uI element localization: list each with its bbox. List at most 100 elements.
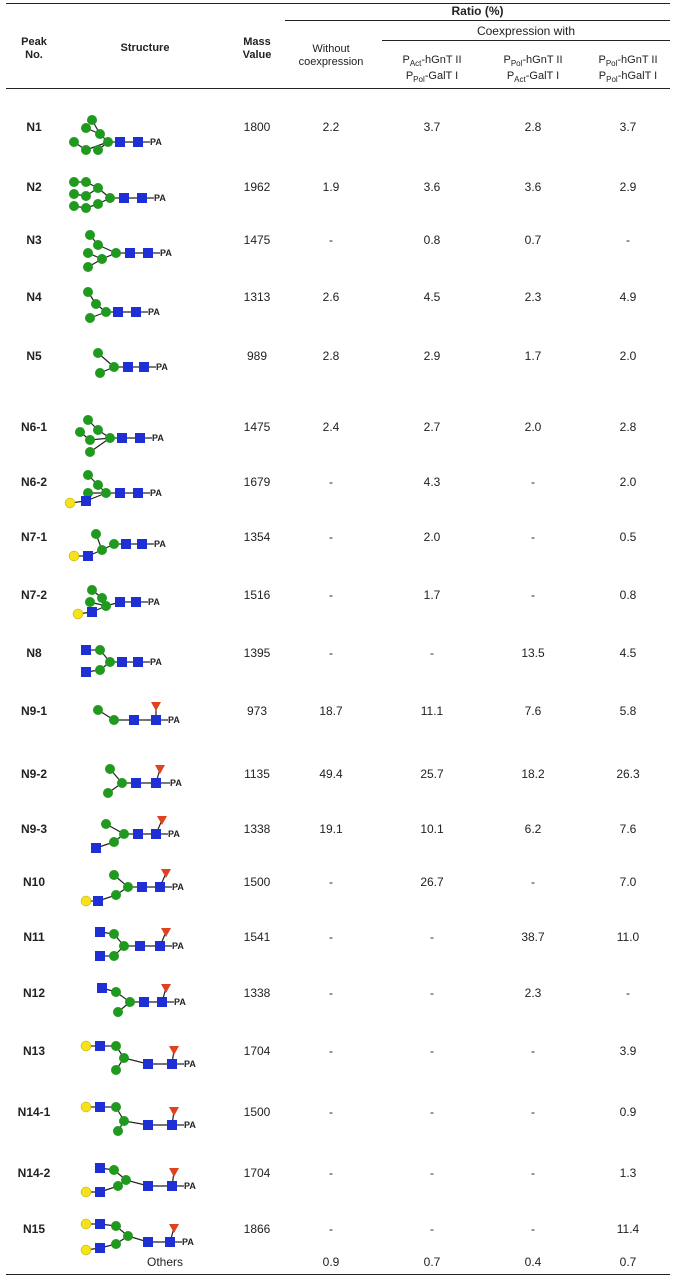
ratio-value-2: 2.7 [423,420,441,434]
ratio-value-2: 10.1 [420,822,444,836]
ratio-value-3: - [531,875,535,889]
mass-value: 1500 [243,875,271,889]
ratio-value-4: 2.0 [619,475,637,489]
glycan-structure: PA [93,702,180,725]
mannose-icon [125,997,135,1007]
ratio-value-2: - [430,1222,434,1236]
glycan-structure: PA [91,816,180,853]
fucose-icon [151,702,161,711]
header-mass: Mass Value [230,36,284,62]
mannose-icon [105,193,115,203]
mannose-icon [97,254,107,264]
ratio-value-3: 3.6 [524,180,542,194]
pa-label: PA [152,433,164,443]
ratio-value-3: 2.3 [524,986,542,1000]
header-peak-line2: No. [25,49,43,61]
pa-label: PA [150,137,162,147]
glycan-structure: PA [75,415,164,457]
ratio-value-2: 3.7 [423,120,441,134]
mannose-icon [93,240,103,250]
ratio-value-4: 4.9 [619,290,637,304]
ratio-value-1: - [329,986,333,1000]
peak-number: N12 [22,986,45,1000]
table-row: N7-1 1354 - 2.0 - 0.5 PA [0,529,675,590]
glcnac-icon [133,657,143,667]
glcnac-icon [95,951,105,961]
others-value-3: 0.4 [524,1255,542,1269]
mannose-icon [111,1102,121,1112]
glcnac-icon [151,715,161,725]
ratio-value-4: 0.9 [619,1105,637,1119]
col4-p2: P [598,70,607,83]
pa-label: PA [148,597,160,607]
mannose-icon [81,123,91,133]
mannose-icon [83,262,93,272]
others-label: Others [146,1255,183,1269]
pa-label: PA [156,362,168,372]
fucose-icon [169,1224,179,1233]
glcnac-icon [87,607,97,617]
mannose-icon [83,488,93,498]
mannose-icon [95,665,105,675]
ratio-value-1: - [329,1105,333,1119]
glcnac-icon [139,997,149,1007]
ratio-value-1: 2.4 [322,420,340,434]
fucose-icon [169,1046,179,1055]
ratio-value-2: - [430,646,434,660]
ratio-value-2: 25.7 [420,767,444,781]
peak-number: N9-1 [20,704,47,718]
galactose-icon [72,608,84,620]
glcnac-icon [113,307,123,317]
mass-value: 1516 [243,588,271,602]
pa-label: PA [172,882,184,892]
glcnac-icon [151,778,161,788]
mannose-icon [93,199,103,209]
glcnac-icon [123,362,133,372]
mannose-icon [83,287,93,297]
mannose-icon [111,1065,121,1075]
ratio-value-4: 3.9 [619,1044,637,1058]
mass-value: 1354 [243,530,271,544]
table-row: N4 1313 2.6 4.5 2.3 4.9 PA [0,287,675,350]
fucose-icon [169,1107,179,1116]
mannose-icon [101,601,111,611]
pa-label: PA [182,1237,194,1247]
fucose-icon [155,765,165,774]
pa-label: PA [154,539,166,549]
header-structure: Structure [120,42,170,54]
mannose-icon [109,362,119,372]
glycan-structure: PA [69,177,166,213]
mannose-icon [103,137,113,147]
peak-number: N8 [26,646,42,660]
table-row: N12 1338 - - 2.3 - PA [0,983,675,1046]
pa-label: PA [174,997,186,1007]
col4-sub2: Pol [606,75,618,85]
ratio-value-2: 11.1 [420,704,444,718]
glcnac-icon [95,1163,105,1173]
pa-label: PA [184,1181,196,1191]
table-row: N9-3 1338 19.1 10.1 6.2 7.6 PA [0,816,675,882]
mass-value: 1704 [243,1166,271,1180]
ratio-value-1: 49.4 [319,767,343,781]
mannose-icon [111,987,121,997]
col2-p2: P [405,70,414,83]
glycan-structure: PA [80,1040,196,1075]
peak-number: N1 [26,120,42,134]
galactose-icon [80,1040,92,1052]
ratio-value-2: - [430,986,434,1000]
glcnac-icon [143,1181,153,1191]
glcnac-icon [91,843,101,853]
mannose-icon [123,882,133,892]
ratio-rule [285,20,670,21]
peak-number: N9-2 [20,767,47,781]
peak-number: N7-2 [20,588,47,602]
ratio-value-3: 2.0 [524,420,542,434]
col3-p2: P [506,70,515,83]
ratio-value-3: - [531,1166,535,1180]
col2-post2: -GalT I [424,70,459,83]
peak-number: N14-2 [17,1166,51,1180]
ratio-value-4: 11.4 [616,1222,640,1236]
glcnac-icon [167,1120,177,1130]
mannose-icon [69,177,79,187]
glycan-structure: PA [80,1101,196,1136]
